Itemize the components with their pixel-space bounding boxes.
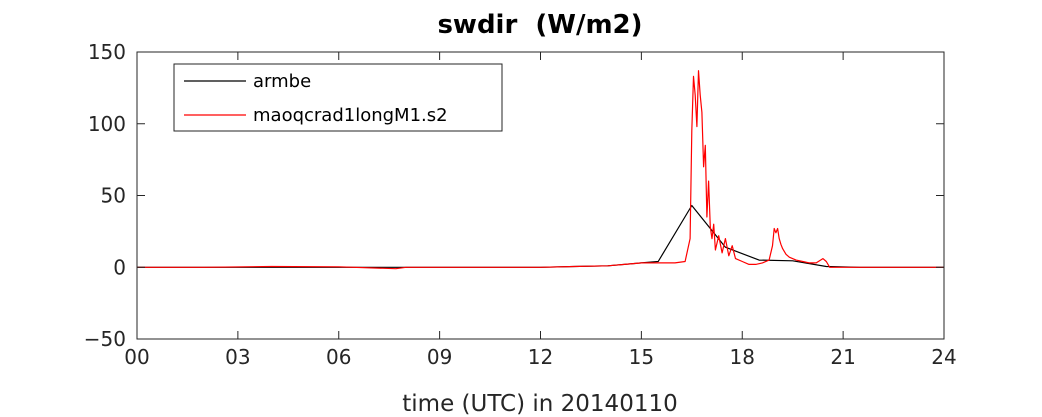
x-tick-label: 09 (427, 345, 452, 369)
x-tick-label: 15 (629, 345, 654, 369)
legend-label-2: maoqcrad1longM1.s2 (253, 105, 448, 126)
legend-label-1: armbe (253, 71, 311, 92)
x-tick-label: 00 (124, 345, 149, 369)
y-tick-label: 100 (88, 112, 126, 136)
x-tick-label: 24 (931, 345, 956, 369)
y-tick-label: 150 (88, 40, 126, 64)
x-tick-label: 06 (326, 345, 351, 369)
x-tick-label: 21 (830, 345, 855, 369)
x-tick-label: 18 (730, 345, 755, 369)
y-tick-label: −50 (84, 327, 126, 351)
x-axis-label: time (UTC) in 20140110 (402, 391, 677, 417)
chart-title: swdir (W/m2) (437, 10, 642, 40)
x-tick-label: 03 (225, 345, 250, 369)
y-tick-label: 0 (113, 255, 126, 279)
legend-box (173, 63, 503, 132)
plot-area: 00 03 06 09 12 15 18 21 24 −50 0 50 100 150 (84, 40, 957, 369)
x-tick-label: 12 (528, 345, 553, 369)
legend: armbe maoqcrad1longM1.s2 (173, 63, 503, 132)
y-tick-label: 50 (101, 184, 126, 208)
series-line-2 (137, 70, 944, 270)
